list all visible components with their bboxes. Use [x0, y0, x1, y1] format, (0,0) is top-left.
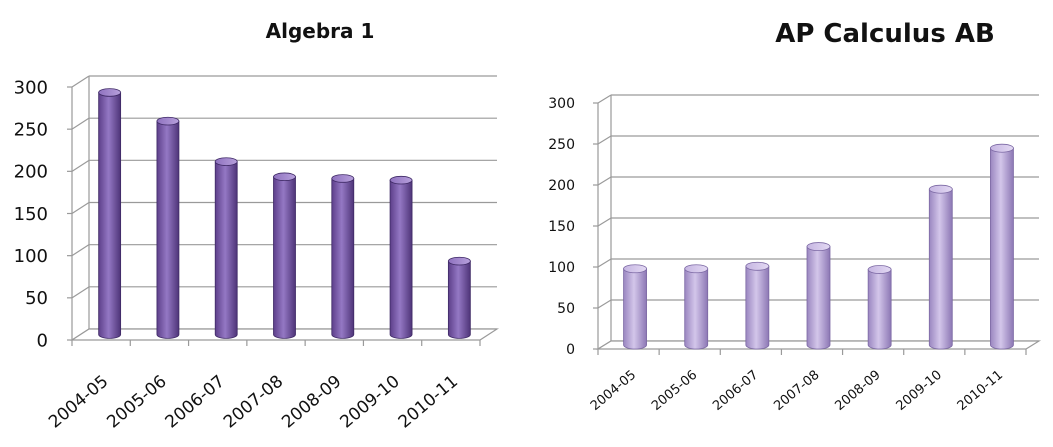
x-tick-label: 2004-05 [588, 368, 639, 414]
y-tick-label: 300 [14, 77, 48, 98]
gridline-diagonal [597, 217, 612, 227]
gridline-diagonal [71, 159, 90, 172]
gridline-diagonal [71, 244, 90, 257]
bar-body [331, 178, 355, 339]
bar [389, 175, 413, 339]
y-axis-ticks: 0 50 100 150 200 250 300 [548, 96, 598, 358]
bar-top [389, 175, 413, 185]
bar [273, 172, 296, 339]
x-tick-label: 2006-07 [710, 368, 761, 414]
bar [447, 256, 471, 339]
bar [156, 116, 180, 339]
bar [867, 265, 892, 350]
bar-body [806, 246, 831, 350]
bar-top [928, 184, 953, 194]
y-tick-label: 100 [548, 260, 575, 276]
bar-body [928, 188, 953, 350]
bar-body [745, 265, 770, 350]
bar [623, 264, 647, 350]
x-tick-label: 2007-08 [220, 372, 287, 433]
x-tick-label: 2004-05 [45, 372, 112, 433]
bar-top [806, 242, 831, 252]
y-tick-label: 300 [548, 96, 575, 112]
y-axis-ticks: 0 50 100 150 200 250 300 [14, 77, 72, 351]
gridline-diagonal [597, 299, 612, 309]
ap-calculus-ab-chart: AP Calculus AB 0 50 100 150 200 250 300 2004-0… [548, 19, 1042, 414]
y-tick-label: 200 [548, 178, 575, 194]
bar-body [98, 92, 122, 339]
bar-body [156, 120, 180, 339]
y-tick-label: 0 [37, 330, 48, 351]
bar [806, 242, 831, 350]
bar-top [214, 157, 238, 166]
x-tick-label: 2009-10 [337, 372, 404, 433]
y-tick-label: 250 [14, 119, 48, 140]
gridline-diagonal [71, 117, 90, 130]
bar [745, 261, 770, 350]
x-tick-label: 2008-09 [278, 372, 345, 433]
bar-body [684, 268, 709, 350]
bar [214, 157, 238, 339]
y-tick-label: 150 [548, 219, 575, 235]
gridline-diagonal [597, 258, 612, 268]
bar [684, 264, 709, 350]
gridline-diagonal [71, 75, 90, 88]
bar [990, 143, 1014, 350]
bar-body [389, 179, 413, 339]
bar-top [745, 261, 770, 271]
bar-top [98, 88, 122, 97]
chart-title: Algebra 1 [266, 19, 375, 43]
x-tick-label: 2006-07 [162, 372, 229, 433]
y-tick-label: 100 [14, 246, 48, 267]
gridline-diagonal [597, 176, 612, 186]
bar-body [214, 161, 238, 339]
bar-body [273, 176, 296, 339]
bars [623, 143, 1014, 350]
y-tick-label: 250 [548, 137, 575, 153]
bars [98, 88, 471, 339]
bar-top [623, 264, 647, 274]
bar-top [156, 116, 180, 126]
gridline-diagonal [71, 201, 90, 215]
bar-top [684, 264, 709, 274]
x-tick-label: 2005-06 [103, 372, 170, 433]
y-tick-label: 150 [14, 204, 48, 225]
bar [98, 88, 122, 339]
bar-body [990, 147, 1014, 350]
y-tick-label: 50 [25, 288, 48, 309]
chart-title: AP Calculus AB [775, 19, 995, 49]
algebra-1-chart: Algebra 1 0 50 100 150 200 250 300 2004-052005… [14, 19, 500, 433]
bar-top [331, 174, 355, 183]
bar-body [447, 260, 471, 339]
bar-top [990, 143, 1014, 153]
x-tick-label: 2007-08 [771, 368, 822, 414]
bar-body [623, 268, 647, 350]
bar [331, 174, 355, 339]
gridline-diagonal [71, 286, 90, 299]
bar-top [867, 265, 892, 274]
gridline-diagonal [597, 94, 612, 104]
bar-body [867, 269, 892, 350]
y-tick-label: 50 [557, 301, 575, 317]
x-tick-label: 2009-10 [894, 368, 945, 414]
gridline-diagonal [597, 135, 612, 145]
x-tick-label: 2010-11 [395, 372, 462, 433]
bar-top [447, 256, 471, 266]
gridlines [597, 94, 1039, 350]
y-tick-label: 200 [14, 162, 48, 183]
x-tick-label: 2005-06 [649, 368, 700, 414]
x-axis-ticks: 2004-052005-062006-072007-082008-092009-… [45, 372, 462, 433]
bar [928, 184, 953, 350]
x-tick-label: 2010-11 [955, 368, 1006, 414]
y-tick-label: 0 [566, 342, 575, 358]
x-tick-label: 2008-09 [832, 368, 883, 414]
bar-top [273, 172, 296, 182]
